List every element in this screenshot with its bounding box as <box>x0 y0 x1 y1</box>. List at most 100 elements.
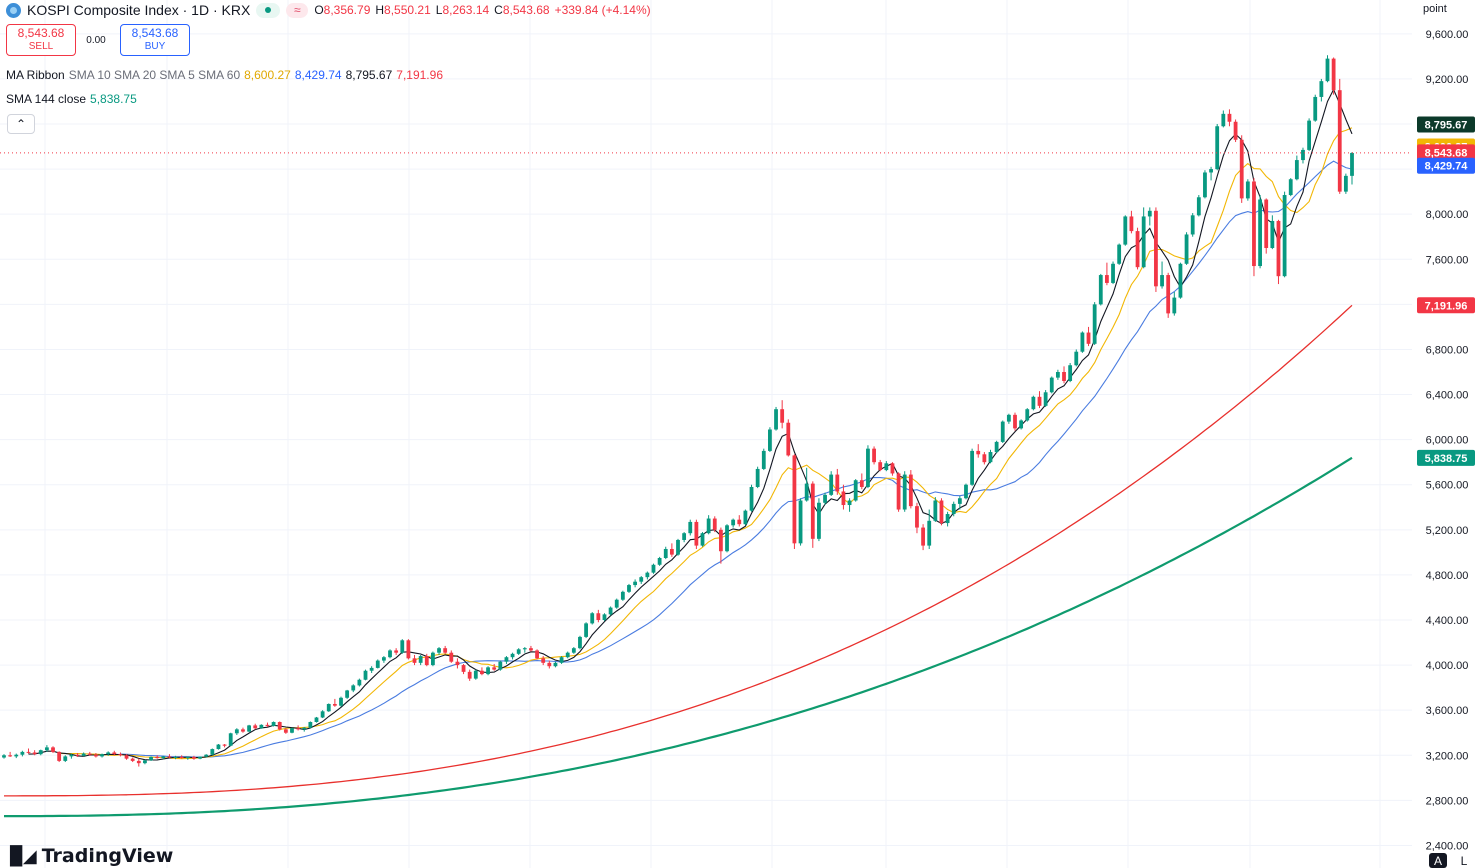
candle-body <box>57 751 62 761</box>
high-label: H <box>375 3 385 17</box>
ma-ribbon-params: SMA 10 SMA 20 SMA 5 SMA 60 <box>68 68 241 82</box>
candle-body <box>1258 199 1262 267</box>
candle-body <box>486 667 490 675</box>
market-status-icon[interactable] <box>256 2 281 18</box>
candle-body <box>381 657 386 661</box>
candle-body <box>896 473 901 510</box>
symbol-title[interactable]: KOSPI Composite Index · 1D · KRX <box>27 2 251 18</box>
candle-body <box>271 722 276 726</box>
sma20-value: 8,429.74 <box>294 68 342 82</box>
candle-body <box>1129 216 1134 232</box>
sma144-value: 5,838.75 <box>90 92 137 106</box>
buy-button[interactable]: 8,543.68 BUY <box>120 24 190 56</box>
log-scale-button[interactable]: L <box>1460 853 1468 868</box>
candle-body <box>247 725 251 732</box>
price-tick-label: 6,800.00 <box>1426 344 1469 356</box>
candle-body <box>976 450 981 455</box>
candle-body <box>1301 149 1305 161</box>
price-tick-label: 3,200.00 <box>1426 750 1469 762</box>
candle-body <box>1196 197 1201 216</box>
candle-body <box>290 728 294 733</box>
candle-body <box>498 661 503 670</box>
price-tick-label: 5,200.00 <box>1426 525 1469 537</box>
candle-body <box>718 529 723 552</box>
candle-body <box>241 729 245 732</box>
candle-body <box>1233 121 1238 140</box>
candle-body <box>547 662 552 667</box>
candle-body <box>124 755 129 759</box>
candle-body <box>541 658 546 663</box>
candle-body <box>1307 120 1312 150</box>
candle-body <box>130 758 135 761</box>
candle-body <box>743 510 748 525</box>
candle-body <box>1055 372 1060 378</box>
price-tick-label: 9,200.00 <box>1426 74 1469 86</box>
sell-button[interactable]: 8,543.68 SELL <box>6 24 76 56</box>
candle-body <box>565 652 570 658</box>
price-scale-unit[interactable]: point <box>1423 3 1447 15</box>
candle-body <box>945 514 950 524</box>
sma144-legend[interactable]: SMA 144 close 5,838.75 <box>6 92 141 106</box>
candle-body <box>1068 365 1073 382</box>
brand-name: TradingView <box>41 845 174 867</box>
sma5-axis-label-bg <box>1417 116 1475 133</box>
candle-body <box>1325 58 1330 82</box>
candle-body <box>369 667 374 671</box>
candle-body <box>1037 396 1042 406</box>
ma-ribbon-legend[interactable]: MA Ribbon SMA 10 SMA 20 SMA 5 SMA 60 8,600… <box>6 68 447 82</box>
candle-body <box>798 500 803 544</box>
candles <box>2 55 1354 767</box>
candle-body <box>970 450 975 485</box>
candle-body <box>620 591 625 600</box>
candle-body <box>792 455 797 544</box>
candle-body <box>1276 220 1281 277</box>
candle-body <box>866 448 870 487</box>
candle-body <box>467 671 472 679</box>
auto-scale-button[interactable]: A <box>1429 853 1447 868</box>
open-label: O <box>314 3 324 17</box>
candle-body <box>424 656 429 666</box>
candle-body <box>449 652 454 662</box>
candle-body <box>755 468 760 487</box>
collapse-legend-button[interactable]: ⌃ <box>7 114 35 134</box>
candle-body <box>749 486 754 511</box>
sma144-line <box>4 456 1353 818</box>
candle-body <box>559 657 564 663</box>
candle-body <box>81 753 86 756</box>
candle-body <box>529 648 533 651</box>
candle-body <box>1288 179 1293 196</box>
candle-body <box>1245 181 1250 199</box>
buy-label: BUY <box>144 41 166 52</box>
candle-body <box>994 441 999 453</box>
candle-body <box>136 760 141 764</box>
candle-body <box>198 756 202 759</box>
candle-body <box>964 484 968 499</box>
spread-value: 0.00 <box>86 35 106 46</box>
price-tick-label: 4,400.00 <box>1426 615 1469 627</box>
candle-body <box>345 690 350 698</box>
data-wave-icon[interactable]: ≈ <box>286 2 309 18</box>
candle-body <box>608 607 613 615</box>
candle-body <box>584 623 588 637</box>
candle-body <box>69 754 74 757</box>
candle-body <box>1294 160 1299 180</box>
candle-body <box>418 656 423 663</box>
tradingview-logo[interactable]: ▉◢ TradingView <box>10 845 173 867</box>
candle-body <box>1190 215 1195 235</box>
candle-body <box>1343 175 1348 192</box>
sma20-axis-label-bg <box>1417 157 1475 174</box>
sell-price: 8,543.68 <box>17 26 65 40</box>
candle-body <box>590 613 595 624</box>
candle-body <box>706 518 711 534</box>
candle-body <box>14 754 19 757</box>
candle-body <box>676 539 680 555</box>
candle-body <box>143 760 147 764</box>
candle-body <box>1086 332 1091 344</box>
candle-body <box>94 754 98 757</box>
candle-body <box>1025 409 1030 421</box>
candle-body <box>173 756 178 758</box>
price-axis-labels: 8,795.678,600.278,543.6805:58:048,429.74… <box>1417 116 1475 466</box>
sma60-axis-label: 7,191.96 <box>1425 300 1468 312</box>
candle-body <box>314 717 319 723</box>
